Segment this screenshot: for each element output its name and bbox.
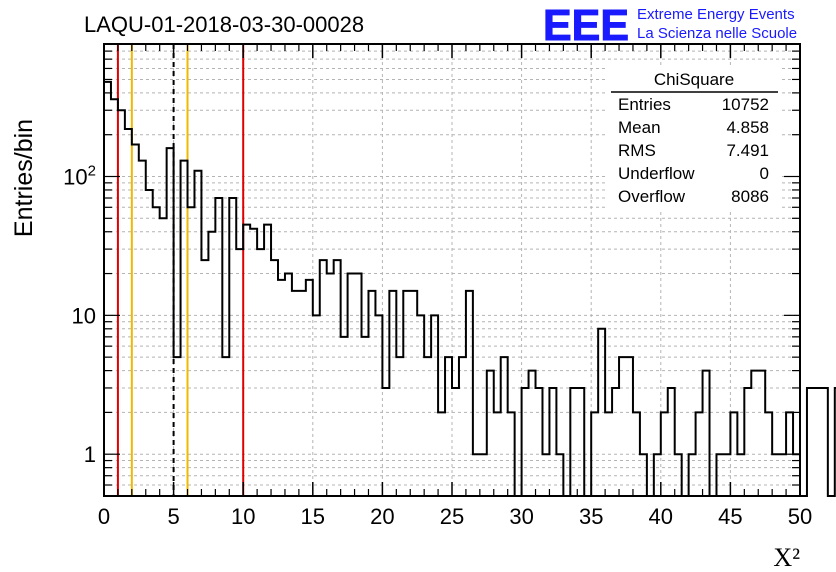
x-tick-label: 40	[649, 504, 673, 529]
stats-entries-label: Entries	[618, 95, 671, 114]
stats-underflow-label: Underflow	[618, 164, 695, 183]
y-tick-label: 10	[72, 303, 96, 328]
stats-rms-value: 7.491	[726, 141, 769, 160]
stats-mean-value: 4.858	[726, 118, 769, 137]
stats-rms-label: RMS	[618, 141, 656, 160]
stats-underflow-value: 0	[760, 164, 769, 183]
eee-logo-line1: Extreme Energy Events	[637, 6, 795, 23]
eee-logo: EEE Extreme Energy Events La Scienza nel…	[543, 1, 798, 51]
x-tick-label: 15	[301, 504, 325, 529]
stats-title: ChiSquare	[654, 70, 734, 89]
x-tick-label: 35	[579, 504, 603, 529]
x-tick-label: 10	[231, 504, 255, 529]
x-tick-label: 45	[718, 504, 742, 529]
x-axis-label: X²	[773, 543, 800, 572]
run-title: LAQU-01-2018-03-30-00028	[84, 12, 364, 37]
stats-box: ChiSquare Entries 10752 Mean 4.858 RMS 7…	[608, 68, 780, 210]
axis-ticks	[103, 43, 801, 497]
x-tick-label: 5	[167, 504, 179, 529]
x-tick-label: 25	[440, 504, 464, 529]
stats-mean-label: Mean	[618, 118, 661, 137]
eee-logo-line2: La Scienza nelle Scuole	[637, 25, 797, 42]
tick-labels: 0 5 10 15 20 25 30 35 40 45 50 1 10 102	[63, 162, 812, 529]
y-axis-label: Entries/bin	[10, 119, 38, 237]
x-tick-label: 30	[509, 504, 533, 529]
y-tick-label: 102	[63, 162, 96, 189]
eee-logo-mark: EEE	[543, 1, 629, 50]
stats-overflow-label: Overflow	[618, 187, 686, 206]
x-tick-label: 50	[788, 504, 812, 529]
x-tick-label: 20	[370, 504, 394, 529]
stats-overflow-value: 8086	[731, 187, 769, 206]
histogram-outline	[103, 80, 836, 497]
x-tick-label: 0	[98, 504, 110, 529]
stats-entries-value: 10752	[722, 95, 769, 114]
y-tick-label: 1	[84, 442, 96, 467]
